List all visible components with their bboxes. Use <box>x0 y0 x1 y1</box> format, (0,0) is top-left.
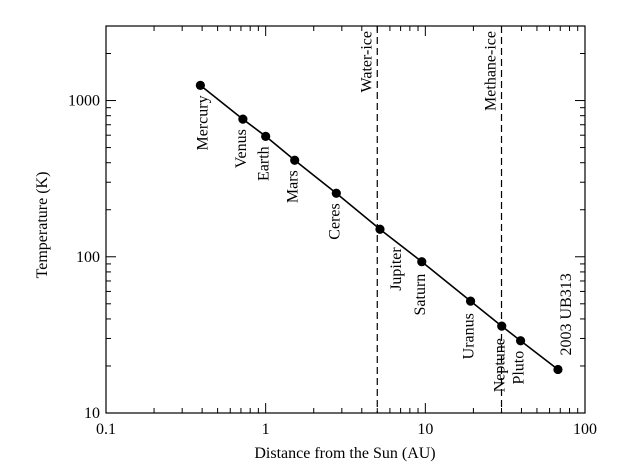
data-point <box>553 364 563 375</box>
y-axis-label: Temperature (K) <box>34 172 51 279</box>
point-label: Venus <box>233 129 250 168</box>
point-label: Jupiter <box>388 247 405 291</box>
point-label: Uranus <box>461 313 478 359</box>
point-label: Mercury <box>194 95 211 150</box>
plot-area-border <box>105 25 586 414</box>
tick-labels: 0.1 1 10 100 10 100 1000 <box>68 93 597 438</box>
point-label: Saturn <box>412 274 429 316</box>
data-point <box>290 155 300 165</box>
y-tick-label: 100 <box>76 249 100 266</box>
reference-lines: Water-ice Methane-ice <box>358 26 503 413</box>
data-point <box>331 188 341 198</box>
y-tick-label: 1000 <box>68 93 100 110</box>
plot-frame <box>105 25 586 414</box>
y-tick-label: 10 <box>84 405 100 422</box>
axis-ticks <box>105 25 586 414</box>
data-point <box>195 80 205 91</box>
data-point <box>515 336 526 346</box>
point-label: Mars <box>285 170 302 203</box>
x-tick-label: 1 <box>262 421 270 438</box>
data-point <box>417 257 427 267</box>
x-tick-label: 100 <box>573 421 597 438</box>
reference-line-label: Water-ice <box>358 31 375 92</box>
data-point <box>465 296 476 306</box>
data-points <box>195 80 563 375</box>
point-label: Pluto <box>511 351 528 385</box>
data-point <box>375 224 385 234</box>
point-label: Neptune <box>492 338 509 392</box>
x-tick-label: 10 <box>417 421 433 438</box>
point-label: Earth <box>256 146 273 181</box>
data-point <box>497 321 507 331</box>
point-label: Ceres <box>326 203 343 239</box>
data-point <box>261 131 271 141</box>
point-label: 2003 UB313 <box>558 273 575 355</box>
data-point <box>238 114 248 124</box>
x-tick-label: 0.1 <box>96 421 116 438</box>
point-labels: Mercury Venus Earth Mars Ceres Jupiter Saturn U… <box>194 95 575 392</box>
x-axis-label: Distance from the Sun (AU) <box>254 445 435 462</box>
reference-line-label: Methane-ice <box>483 31 500 111</box>
